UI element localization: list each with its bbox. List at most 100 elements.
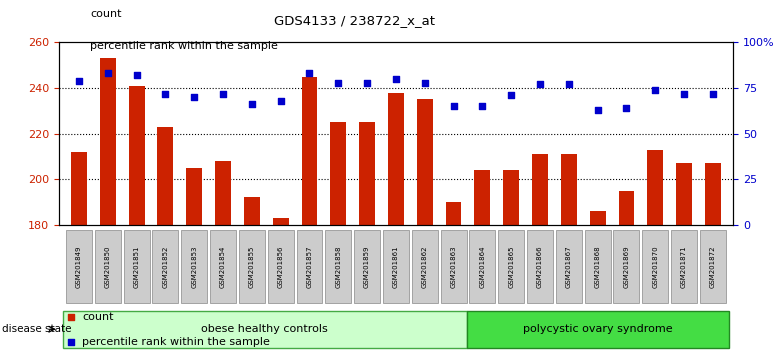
Text: GSM201855: GSM201855 (249, 245, 255, 287)
Bar (619, 190, 634, 225)
FancyBboxPatch shape (296, 230, 322, 303)
FancyBboxPatch shape (613, 230, 640, 303)
Point (448, 103, 460, 109)
Bar (417, 99, 433, 225)
Text: disease state: disease state (2, 324, 71, 334)
FancyBboxPatch shape (585, 230, 611, 303)
Point (274, 98, 287, 104)
Point (476, 103, 488, 109)
Point (245, 102, 258, 107)
Bar (244, 198, 260, 225)
FancyBboxPatch shape (64, 311, 466, 348)
Point (101, 71, 114, 76)
Bar (503, 170, 519, 225)
Point (534, 81, 546, 87)
Text: GDS4133 / 238722_x_at: GDS4133 / 238722_x_at (274, 14, 435, 27)
FancyBboxPatch shape (412, 230, 437, 303)
Point (591, 107, 604, 113)
Bar (71, 152, 87, 225)
Bar (100, 58, 116, 225)
Text: percentile rank within the sample: percentile rank within the sample (90, 41, 278, 51)
Text: GSM201858: GSM201858 (336, 245, 341, 288)
Bar (676, 163, 692, 225)
FancyBboxPatch shape (124, 230, 150, 303)
Bar (330, 122, 347, 225)
Text: GSM201869: GSM201869 (623, 245, 630, 288)
Text: GSM201853: GSM201853 (191, 245, 198, 288)
Point (73, 78, 85, 84)
Text: percentile rank within the sample: percentile rank within the sample (82, 337, 270, 347)
Text: GSM201866: GSM201866 (537, 245, 543, 288)
Text: GSM201851: GSM201851 (133, 245, 140, 288)
Text: GSM201850: GSM201850 (105, 245, 111, 288)
Point (419, 80, 431, 85)
Bar (187, 168, 202, 225)
Text: GSM201856: GSM201856 (278, 245, 284, 288)
Text: polycystic ovary syndrome: polycystic ovary syndrome (523, 324, 673, 334)
FancyBboxPatch shape (267, 230, 294, 303)
Point (332, 80, 344, 85)
Bar (129, 86, 144, 225)
Bar (590, 211, 605, 225)
Text: GSM201867: GSM201867 (566, 245, 572, 288)
Point (620, 105, 633, 111)
FancyBboxPatch shape (498, 230, 524, 303)
Point (64, 314, 77, 320)
Point (505, 92, 517, 98)
Text: GSM201857: GSM201857 (307, 245, 313, 288)
Bar (474, 170, 490, 225)
Bar (215, 161, 231, 225)
Text: GSM201854: GSM201854 (220, 245, 226, 287)
Bar (359, 122, 375, 225)
Point (649, 87, 662, 93)
FancyBboxPatch shape (95, 230, 121, 303)
Text: obese healthy controls: obese healthy controls (201, 324, 328, 334)
FancyBboxPatch shape (700, 230, 726, 303)
FancyBboxPatch shape (642, 230, 668, 303)
Text: GSM201871: GSM201871 (681, 245, 687, 288)
Bar (302, 77, 318, 225)
Point (130, 73, 143, 78)
FancyBboxPatch shape (239, 230, 265, 303)
Point (64, 339, 77, 344)
FancyBboxPatch shape (152, 230, 179, 303)
FancyBboxPatch shape (354, 230, 380, 303)
Text: GSM201849: GSM201849 (76, 245, 82, 288)
Text: GSM201864: GSM201864 (479, 245, 485, 288)
Point (706, 91, 719, 96)
Point (390, 76, 402, 82)
Text: count: count (82, 312, 114, 322)
Point (216, 91, 229, 96)
FancyBboxPatch shape (383, 230, 409, 303)
FancyBboxPatch shape (66, 230, 92, 303)
Text: GSM201852: GSM201852 (162, 245, 169, 287)
Text: GSM201862: GSM201862 (422, 245, 428, 288)
Point (678, 91, 691, 96)
Bar (561, 154, 577, 225)
Text: count: count (90, 9, 122, 19)
FancyBboxPatch shape (470, 230, 495, 303)
Text: GSM201872: GSM201872 (710, 245, 716, 288)
Point (159, 91, 172, 96)
Point (563, 81, 575, 87)
FancyBboxPatch shape (671, 230, 697, 303)
Point (361, 80, 373, 85)
Text: GSM201859: GSM201859 (364, 245, 370, 288)
Text: GSM201870: GSM201870 (652, 245, 659, 288)
Bar (648, 150, 663, 225)
Bar (445, 202, 462, 225)
FancyBboxPatch shape (556, 230, 582, 303)
FancyBboxPatch shape (466, 311, 728, 348)
Text: GSM201863: GSM201863 (451, 245, 456, 288)
Point (188, 94, 201, 100)
Text: GSM201861: GSM201861 (393, 245, 399, 288)
Bar (273, 218, 289, 225)
Bar (532, 154, 548, 225)
FancyBboxPatch shape (441, 230, 466, 303)
FancyBboxPatch shape (527, 230, 553, 303)
Bar (158, 127, 173, 225)
Bar (388, 93, 404, 225)
FancyBboxPatch shape (181, 230, 207, 303)
Point (303, 71, 316, 76)
FancyBboxPatch shape (325, 230, 351, 303)
